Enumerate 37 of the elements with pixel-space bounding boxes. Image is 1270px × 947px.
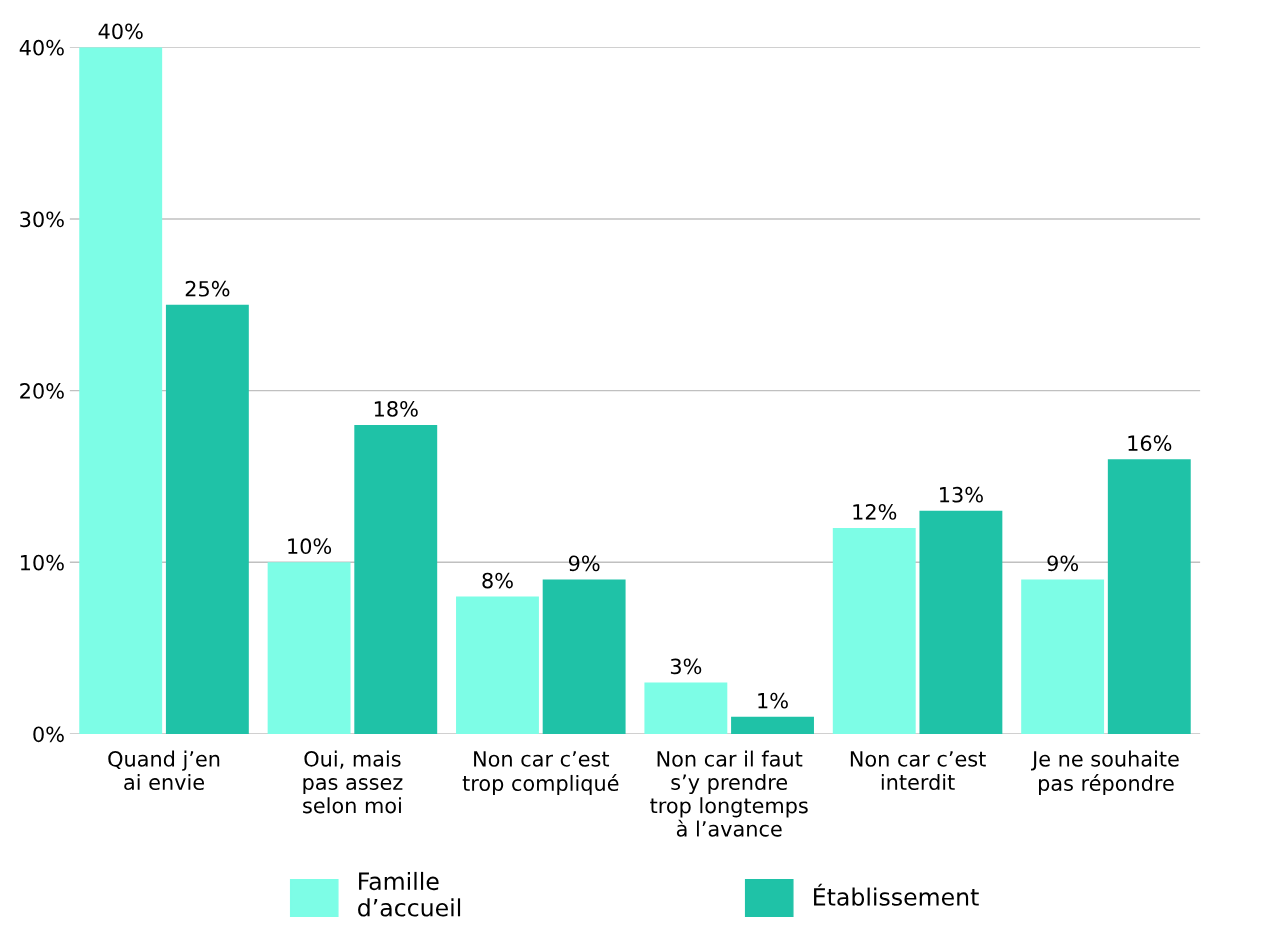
y-tick-label: 30% [20, 211, 64, 228]
legend-label: Établissement [814, 883, 979, 906]
y-tick-label: 0% [33, 726, 64, 743]
data-label: 10% [288, 538, 332, 555]
data-label: 13% [940, 486, 983, 503]
y-tick-label: 40% [19, 39, 64, 56]
bar [919, 510, 1003, 734]
x-tick-label: Non car c’est trop compliqué [462, 751, 619, 796]
y-tick-label: 10% [20, 554, 64, 571]
data-label: 18% [374, 401, 418, 417]
bar [832, 527, 916, 734]
bar [456, 596, 539, 734]
bar [1021, 579, 1105, 734]
x-tick-label: Non car il faut s’y prendre trop longtemps à l’avance [650, 750, 808, 837]
data-label: 12% [853, 503, 897, 520]
data-label: 25% [185, 280, 230, 297]
data-label: 3% [670, 658, 702, 675]
bar [1107, 459, 1191, 734]
x-tick-label: Oui, mais pas assez selon moi [303, 750, 403, 814]
data-label: 9% [568, 555, 600, 572]
data-label: 40% [98, 23, 143, 40]
data-label: 8% [482, 572, 513, 589]
x-tick-label: Non car c’est interdit [850, 751, 986, 791]
data-label: 16% [1128, 435, 1172, 452]
data-label: 1% [758, 692, 788, 709]
bar [267, 562, 351, 734]
y-tick-label: 20% [20, 383, 64, 399]
x-tick-label: Quand j’en ai envie [108, 750, 220, 791]
bar [165, 304, 249, 734]
bar [542, 579, 626, 734]
bar [79, 47, 163, 734]
data-label: 9% [1047, 555, 1079, 572]
bar [644, 682, 728, 734]
bar [354, 424, 438, 734]
legend-label: Famille d’accueil [358, 871, 461, 917]
x-tick-label: Je ne souhaite pas répondre [1030, 750, 1179, 796]
bar [731, 716, 814, 734]
